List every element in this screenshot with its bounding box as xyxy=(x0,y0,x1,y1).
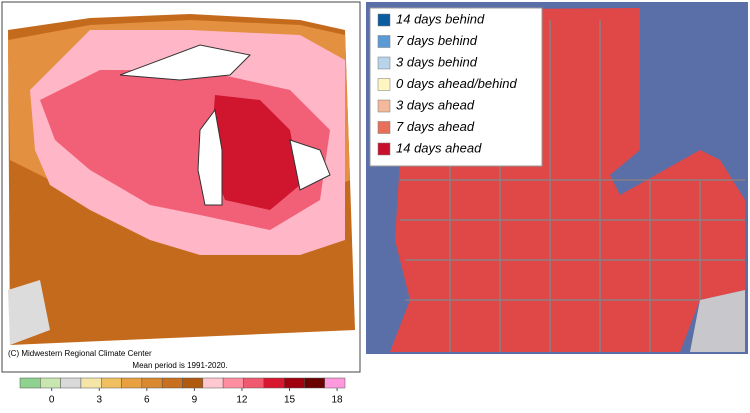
legend-label: 14 days ahead xyxy=(396,140,482,155)
note: Mean period is 1991-2020. xyxy=(132,361,227,370)
colorbar-swatch xyxy=(60,377,82,389)
colorbar-tick-label: 6 xyxy=(144,395,150,406)
colorbar-swatch xyxy=(304,377,325,389)
colorbar-swatch xyxy=(243,377,264,389)
colorbar-swatch xyxy=(283,377,305,389)
lake-superior xyxy=(119,44,252,81)
legend-swatch xyxy=(377,99,391,113)
colorbar-swatch xyxy=(324,377,346,389)
colorbar-tick-label: 0 xyxy=(49,395,55,406)
colorbar-tick-label: 18 xyxy=(332,395,344,406)
lake-huron xyxy=(289,139,331,191)
legend-swatch xyxy=(377,56,391,70)
colorbar-swatch xyxy=(19,377,41,389)
colorbar-tick-label: 15 xyxy=(284,395,296,406)
colorbar-tick-label: 12 xyxy=(236,395,248,406)
county-lines xyxy=(400,20,745,352)
left-map-dark-red xyxy=(210,95,300,210)
colorbar-swatch xyxy=(101,377,122,389)
colorbar-tick-label: 3 xyxy=(96,395,102,406)
legend-swatch xyxy=(377,35,391,48)
colorbar-swatch xyxy=(263,377,285,389)
legend-label: 7 days ahead xyxy=(396,119,475,134)
colorbar-swatch xyxy=(161,377,183,389)
legend-label: 3 days ahead xyxy=(396,97,475,112)
credit: (C) Midwestern Regional Climate Center xyxy=(8,349,152,358)
left-map-gray xyxy=(8,280,50,345)
legend-box xyxy=(369,7,543,167)
legend-label: 3 days behind xyxy=(396,54,478,69)
lake-michigan xyxy=(197,108,223,206)
colorbar-tick-label: 9 xyxy=(192,395,198,406)
colorbar-swatch xyxy=(40,377,61,389)
legend-swatch xyxy=(377,121,391,134)
colorbar-swatch xyxy=(202,377,224,389)
colorbar-swatch xyxy=(222,377,244,389)
right-map-gray xyxy=(690,290,745,352)
colorbar-swatch xyxy=(141,377,163,389)
legend-label: 7 days behind xyxy=(396,33,478,48)
colorbar-swatch xyxy=(80,377,102,389)
legend-label: 14 days behind xyxy=(396,11,485,26)
legend-swatch xyxy=(377,142,391,156)
legend-label: 0 days ahead/behind xyxy=(396,76,517,91)
legend-swatch xyxy=(377,78,391,91)
colorbar-swatch xyxy=(182,377,204,389)
colorbar-swatch xyxy=(121,377,143,389)
legend-swatch xyxy=(377,13,391,27)
